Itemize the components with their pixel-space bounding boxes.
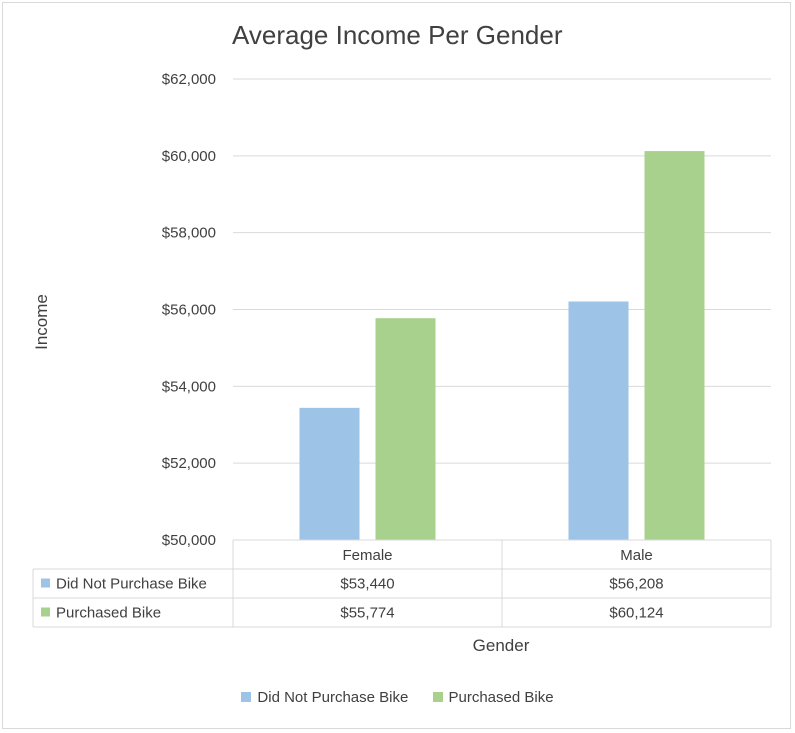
y-tick-label: $50,000 [162, 532, 216, 549]
legend-swatch-did-not-purchase [241, 692, 252, 702]
table-value: $55,774 [340, 605, 394, 622]
y-tick-label: $54,000 [162, 378, 216, 395]
table-series-label: Purchased Bike [56, 605, 161, 622]
y-tick-label: $56,000 [162, 302, 216, 319]
legend-label-did-not-purchase: Did Not Purchase Bike [257, 689, 409, 706]
legend-swatch-purchased [432, 692, 443, 702]
x-tick-label: Male [620, 547, 653, 564]
legend-item-did-not-purchase: Did Not Purchase Bike [241, 689, 408, 706]
x-tick-label: Female [342, 547, 392, 564]
table-legend-key [41, 578, 50, 588]
bar [299, 407, 360, 540]
y-tick-label: $52,000 [162, 455, 216, 472]
y-tick-label: $60,000 [162, 148, 216, 165]
x-axis-label: Gender [472, 636, 530, 655]
legend: Did Not Purchase Bike Purchased Bike [0, 689, 795, 706]
legend-item-purchased: Purchased Bike [432, 689, 554, 706]
table-value: $56,208 [609, 576, 663, 593]
table-legend-key [41, 607, 50, 617]
bar [375, 318, 436, 540]
y-tick-label: $62,000 [162, 71, 216, 88]
bar [644, 151, 705, 540]
y-tick-label: $58,000 [162, 225, 216, 242]
table-series-label: Did Not Purchase Bike [56, 576, 207, 593]
legend-label-purchased: Purchased Bike [448, 689, 554, 706]
bar [568, 301, 629, 540]
table-value: $60,124 [609, 605, 663, 622]
table-value: $53,440 [340, 576, 394, 593]
chart-title: Average Income Per Gender [232, 20, 563, 50]
